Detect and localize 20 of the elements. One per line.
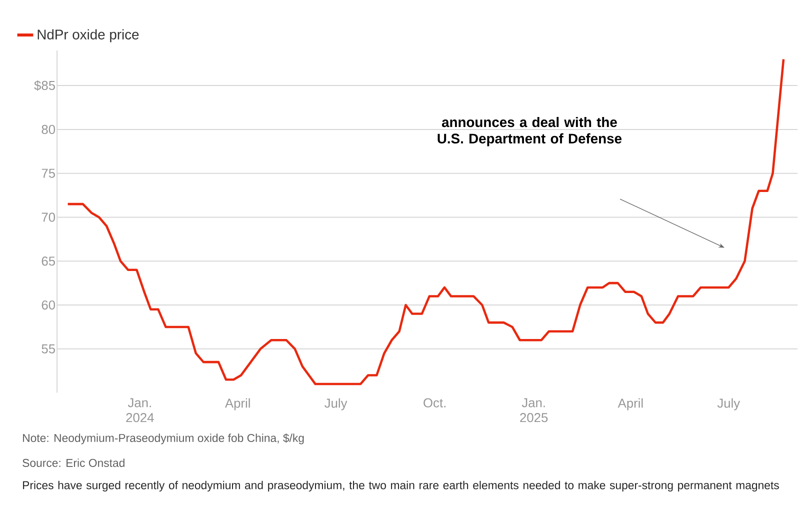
y-tick-label: 80 (42, 125, 56, 134)
x-tick-label: Jan. 2025 (520, 398, 548, 422)
x-tick-label: April (618, 398, 643, 411)
line-series (66, 58, 785, 386)
x-tick-label: April (224, 398, 250, 411)
text: Prices have surged recently of neodymium and praseodymium, the two main rare earth elements needed to make super-strong permanent magnets (23, 481, 779, 492)
y-tick-label: 65 (42, 256, 55, 266)
legend-label: NdPr oxide price (38, 29, 139, 42)
y-tick-label: 75 (42, 169, 55, 178)
text: Note: Neodymium-Praseodymium oxide fob China, $/kg (23, 434, 304, 445)
x-tick-label: Oct. (424, 398, 446, 408)
y-tick-label: $85 (34, 80, 55, 91)
x-tick-label: July (324, 398, 348, 411)
x-tick-label: Jan. 2024 (126, 398, 154, 422)
source-note: Source: Eric Onstad (22, 458, 124, 468)
x-tick-label: July (717, 398, 740, 411)
annotation: announces a deal with the U.S. Department of Defense (438, 117, 622, 146)
y-tick-label: 70 (42, 212, 56, 222)
y-tick-label: 60 (42, 300, 56, 310)
y-tick-label: 55 (42, 344, 55, 354)
